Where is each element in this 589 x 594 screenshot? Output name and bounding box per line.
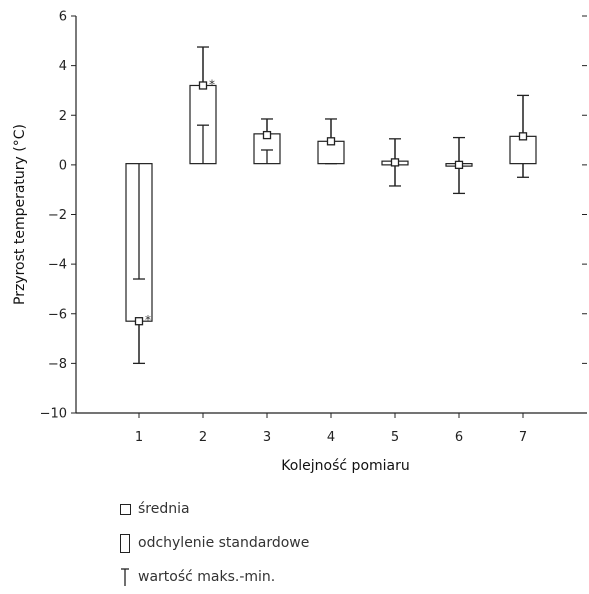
legend-label-range: wartość maks.-min. bbox=[138, 569, 276, 585]
x-axis-title: Kolejność pomiaru bbox=[281, 458, 410, 474]
y-tick-label: −2 bbox=[48, 208, 67, 223]
y-tick-label: −10 bbox=[40, 407, 67, 422]
legend-item-range: wartość maks.-min. bbox=[118, 560, 309, 594]
x-tick-label: 3 bbox=[263, 430, 271, 445]
x-tick-label: 1 bbox=[135, 430, 143, 445]
mean-marker bbox=[262, 130, 272, 140]
mean-marker bbox=[326, 137, 336, 146]
series-point-1: * bbox=[125, 163, 153, 365]
series-point-3 bbox=[253, 118, 281, 165]
legend-item-mean: średnia bbox=[118, 492, 309, 526]
y-tick-label: 4 bbox=[59, 59, 67, 74]
y-tick-label: 2 bbox=[59, 109, 67, 124]
y-tick-label: 0 bbox=[59, 158, 67, 173]
range-whisker-icon bbox=[118, 567, 132, 587]
x-ticks: 1 2 3 4 5 6 7 bbox=[135, 413, 527, 445]
mean-marker-icon bbox=[118, 503, 132, 515]
sd-box-icon bbox=[118, 533, 132, 553]
y-tick-label: −8 bbox=[48, 357, 67, 372]
mean-marker bbox=[134, 317, 144, 326]
mean-marker bbox=[198, 81, 208, 90]
y-ticks: 6 4 2 0 −2 −4 −6 −8 −10 bbox=[40, 10, 587, 422]
series-point-6 bbox=[445, 136, 473, 195]
x-tick-label: 6 bbox=[455, 430, 463, 445]
y-axis-title: Przyrost temperatury (°C) bbox=[12, 124, 28, 305]
series-point-5 bbox=[381, 138, 409, 187]
axes bbox=[75, 16, 587, 414]
legend-label-mean: średnia bbox=[138, 501, 190, 517]
mean-marker bbox=[454, 160, 464, 170]
y-tick-label: −4 bbox=[48, 258, 67, 273]
y-tick-label: −6 bbox=[48, 307, 67, 322]
x-tick-label: 4 bbox=[327, 430, 335, 445]
y-tick-label: 6 bbox=[59, 10, 67, 25]
significance-label: * bbox=[209, 77, 215, 91]
significance-label: * bbox=[145, 313, 151, 327]
legend: średnia odchylenie standardowe wartość m… bbox=[118, 492, 309, 594]
series-point-7 bbox=[509, 94, 537, 178]
legend-item-sd: odchylenie standardowe bbox=[118, 526, 309, 560]
data-marks: ** bbox=[125, 46, 537, 365]
legend-label-sd: odchylenie standardowe bbox=[138, 535, 310, 551]
mean-marker bbox=[518, 132, 528, 141]
x-tick-label: 2 bbox=[199, 430, 207, 445]
mean-marker bbox=[390, 158, 400, 167]
x-tick-label: 7 bbox=[519, 430, 527, 445]
series-point-2: * bbox=[189, 46, 217, 165]
series-point-4 bbox=[317, 118, 345, 165]
x-tick-label: 5 bbox=[391, 430, 399, 445]
